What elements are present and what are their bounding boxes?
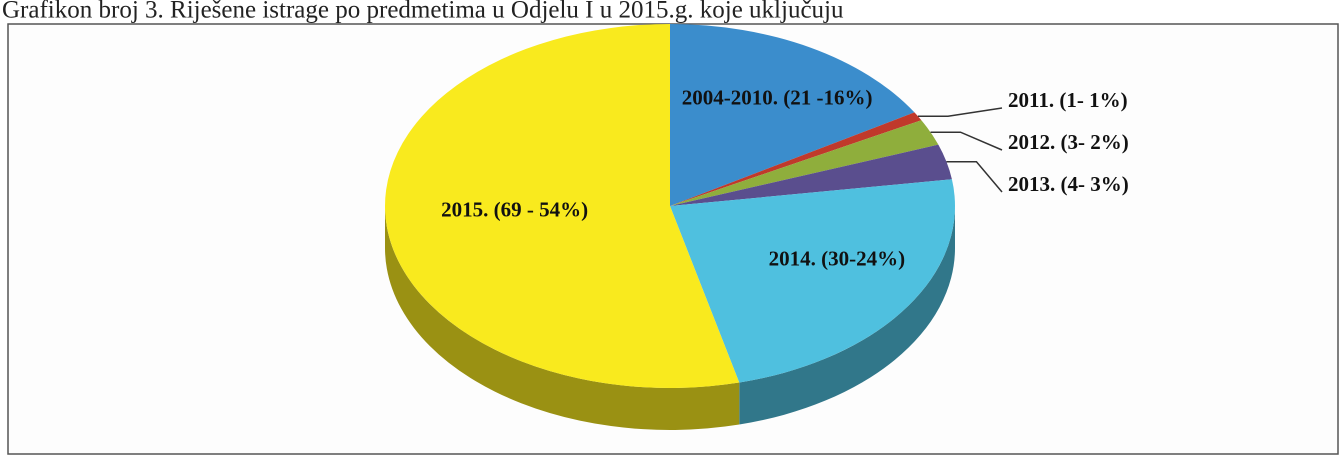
- slice-label: 2014. (30-24%): [769, 247, 905, 271]
- slice: [670, 24, 915, 206]
- slice: [670, 144, 952, 206]
- slice-label: 2011. (1- 1%): [1008, 88, 1128, 112]
- chart-title: Grafikon broj 3. Riješene istrage po pre…: [2, 0, 844, 24]
- slice-label: 2013. (4- 3%): [1008, 172, 1129, 196]
- slice-label: 2015. (69 - 54%): [441, 198, 588, 222]
- slice-label: 2012. (3- 2%): [1008, 130, 1129, 154]
- slice-label: 2004-2010. (21 -16%): [682, 86, 873, 110]
- leader-line: [946, 161, 1003, 193]
- leader-line: [930, 131, 1003, 151]
- slice-side: [385, 206, 740, 430]
- slice: [670, 112, 922, 206]
- slice: [670, 120, 939, 206]
- slice: [385, 24, 740, 388]
- leader-line: [917, 107, 1003, 118]
- slice: [670, 179, 955, 383]
- slice-side: [739, 206, 955, 425]
